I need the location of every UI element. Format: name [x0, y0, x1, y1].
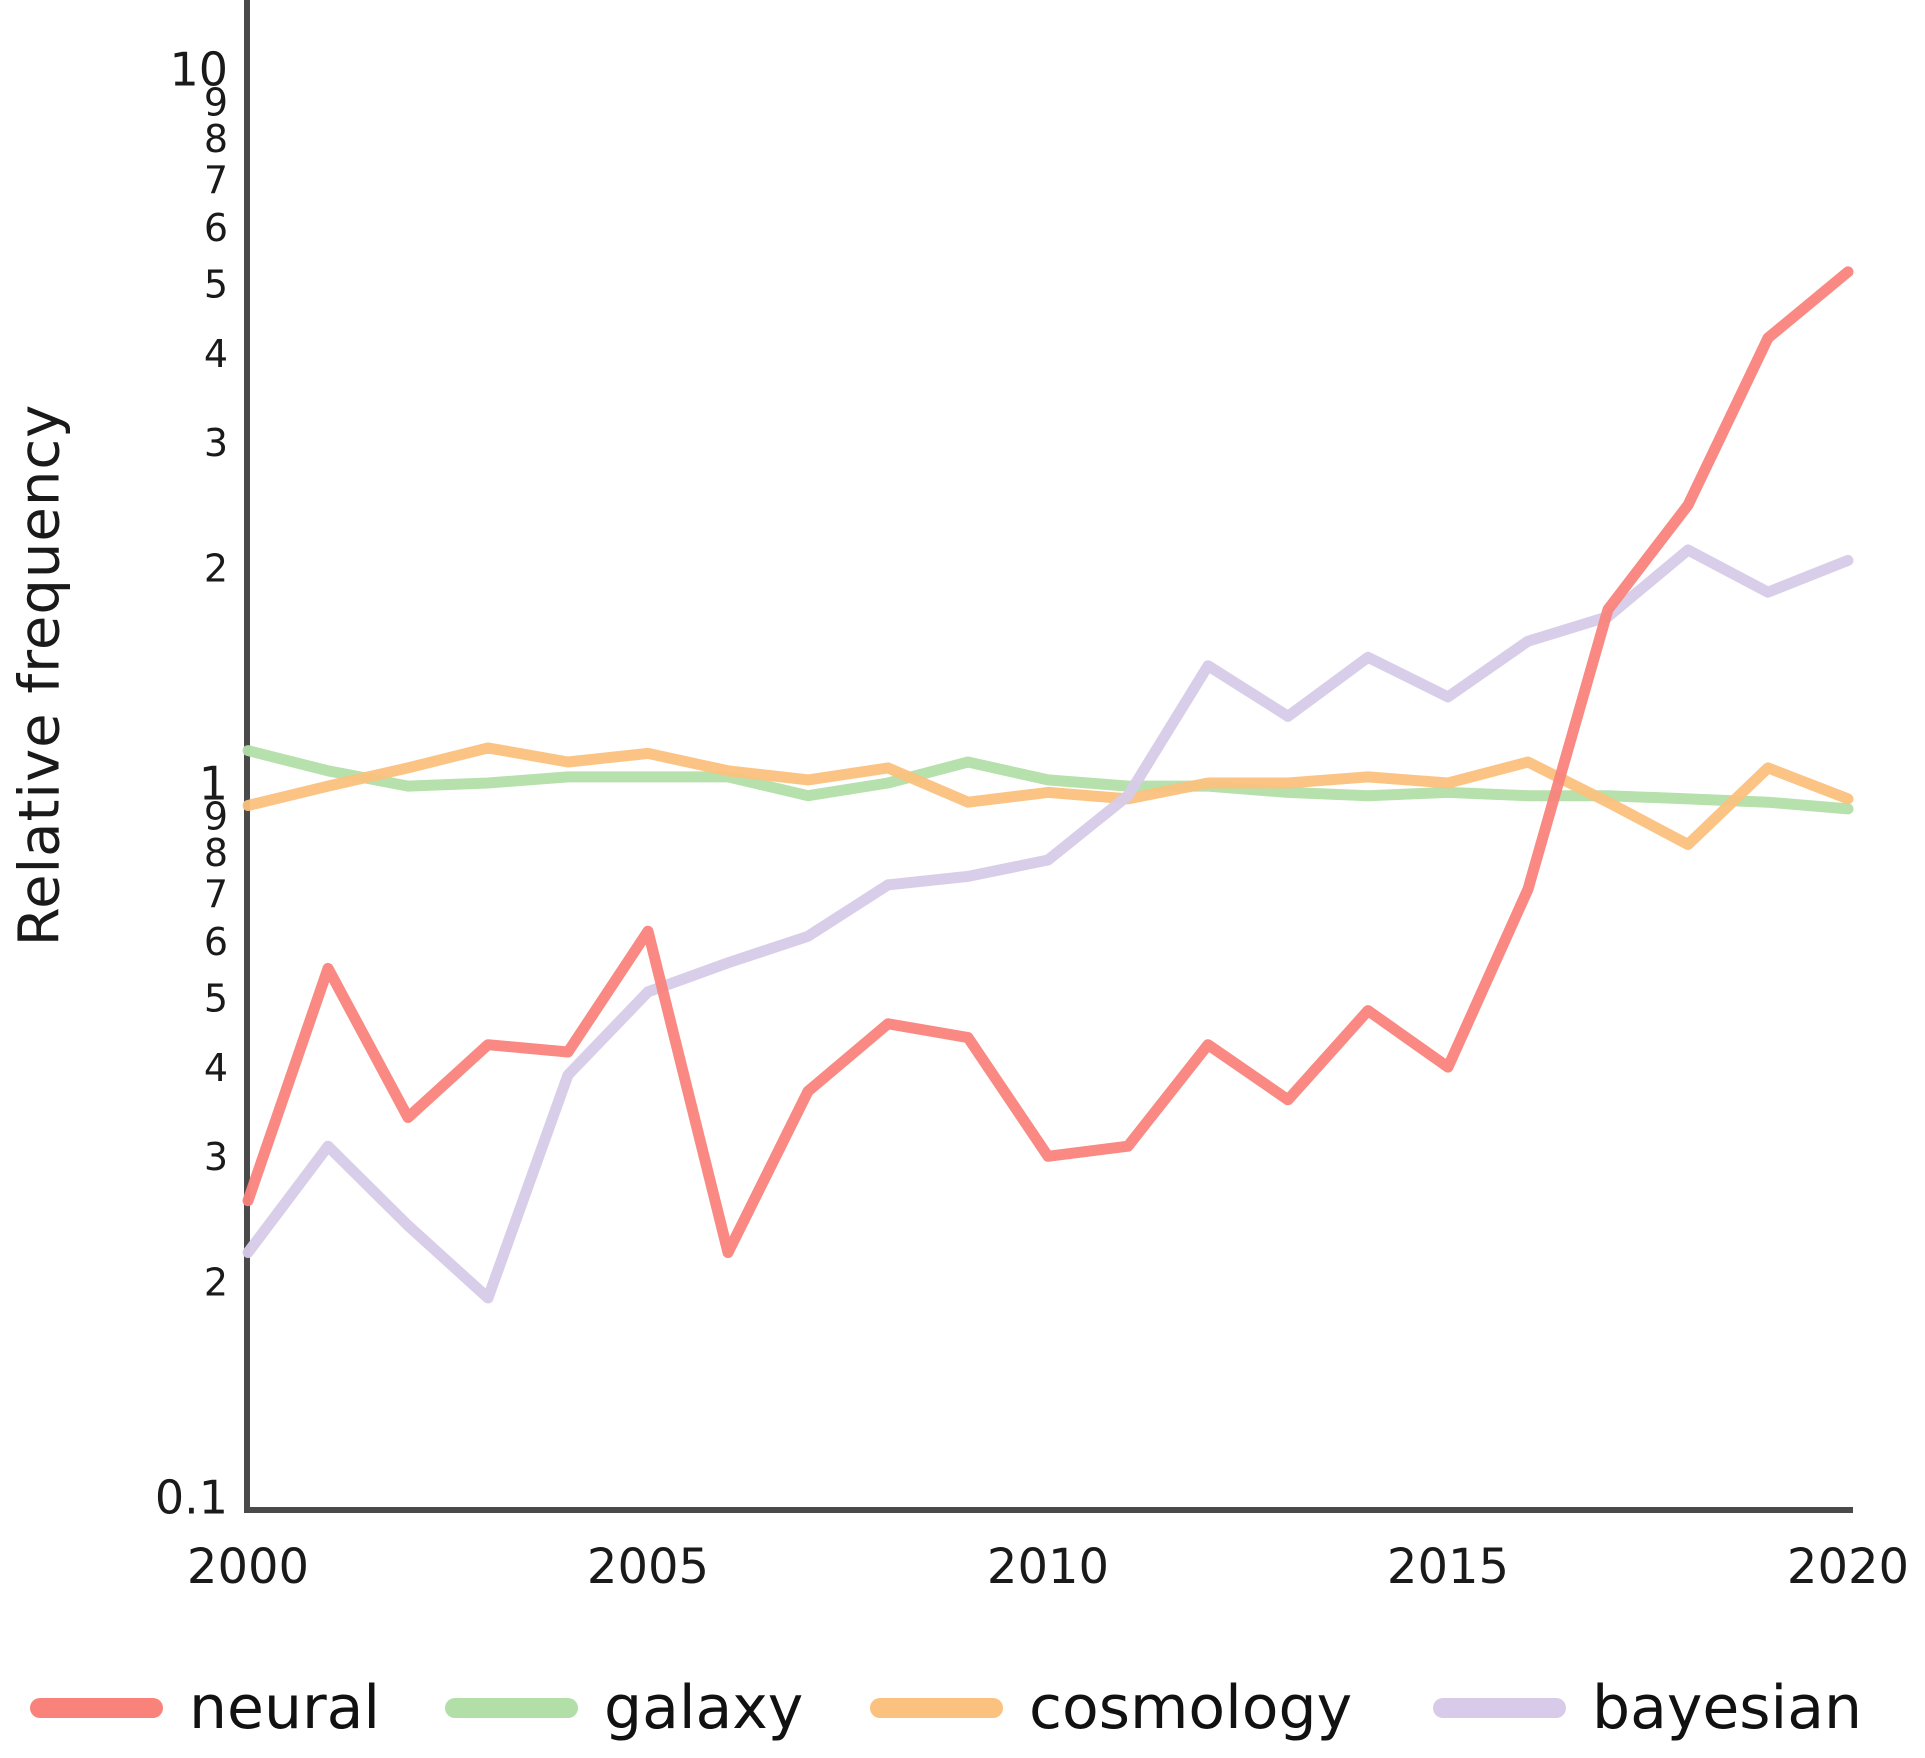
y-tick-label-3: 3: [204, 421, 228, 465]
legend-swatch-cosmology-icon: [870, 1698, 1003, 1718]
y-tick-label-0_9: 9: [204, 794, 228, 838]
x-tick-label-2000: 2000: [187, 1539, 309, 1595]
legend-swatch-neural-icon: [30, 1698, 163, 1718]
y-tick-label-5: 5: [204, 263, 228, 307]
series-line-cosmology: [242, 742, 1854, 850]
legend-label-bayesian: bayesian: [1592, 1673, 1862, 1743]
y-tick-label-0_5: 5: [204, 977, 228, 1021]
y-tick-label-2: 2: [204, 547, 228, 591]
legend-item-galaxy: galaxy: [445, 1672, 803, 1744]
y-tick-label-9: 9: [204, 80, 228, 124]
series-line-neural: [242, 266, 1854, 1258]
y-tick-label-4: 4: [204, 332, 228, 376]
y-tick-label-0_3: 3: [204, 1135, 228, 1179]
y-tick-label-0_4: 4: [204, 1046, 228, 1090]
legend-label-neural: neural: [189, 1673, 381, 1743]
x-tick-label-2005: 2005: [587, 1539, 709, 1595]
x-tick-label-2015: 2015: [1387, 1539, 1509, 1595]
legend: neural galaxy cosmology bayesian: [0, 1672, 1925, 1752]
legend-swatch-galaxy-icon: [445, 1698, 578, 1718]
y-tick-label-0_8: 8: [204, 831, 228, 875]
y-tick-label-0_6: 6: [204, 920, 228, 964]
series-line-galaxy: [242, 745, 1854, 815]
x-tick-label-2020: 2020: [1787, 1539, 1909, 1595]
legend-item-cosmology: cosmology: [870, 1672, 1352, 1744]
y-tick-label-0_7: 7: [204, 872, 228, 916]
y-tick-label-1: 1: [199, 757, 228, 811]
legend-label-galaxy: galaxy: [604, 1673, 804, 1743]
legend-label-cosmology: cosmology: [1029, 1673, 1353, 1743]
legend-swatch-bayesian-icon: [1433, 1698, 1566, 1718]
y-tick-label-7: 7: [204, 158, 228, 202]
y-tick-label-8: 8: [204, 117, 228, 161]
series-line-bayesian: [242, 544, 1854, 1304]
y-tick-label-6: 6: [204, 206, 228, 250]
y-tick-label-10: 10: [169, 43, 228, 97]
y-axis-title: Relative frequency: [7, 403, 73, 947]
legend-item-neural: neural: [30, 1672, 380, 1744]
x-tick-label-2010: 2010: [987, 1539, 1109, 1595]
y-tick-label-0_1: 0.1: [155, 1471, 228, 1525]
y-tick-label-0_2: 2: [204, 1261, 228, 1305]
legend-item-bayesian: bayesian: [1433, 1672, 1862, 1744]
